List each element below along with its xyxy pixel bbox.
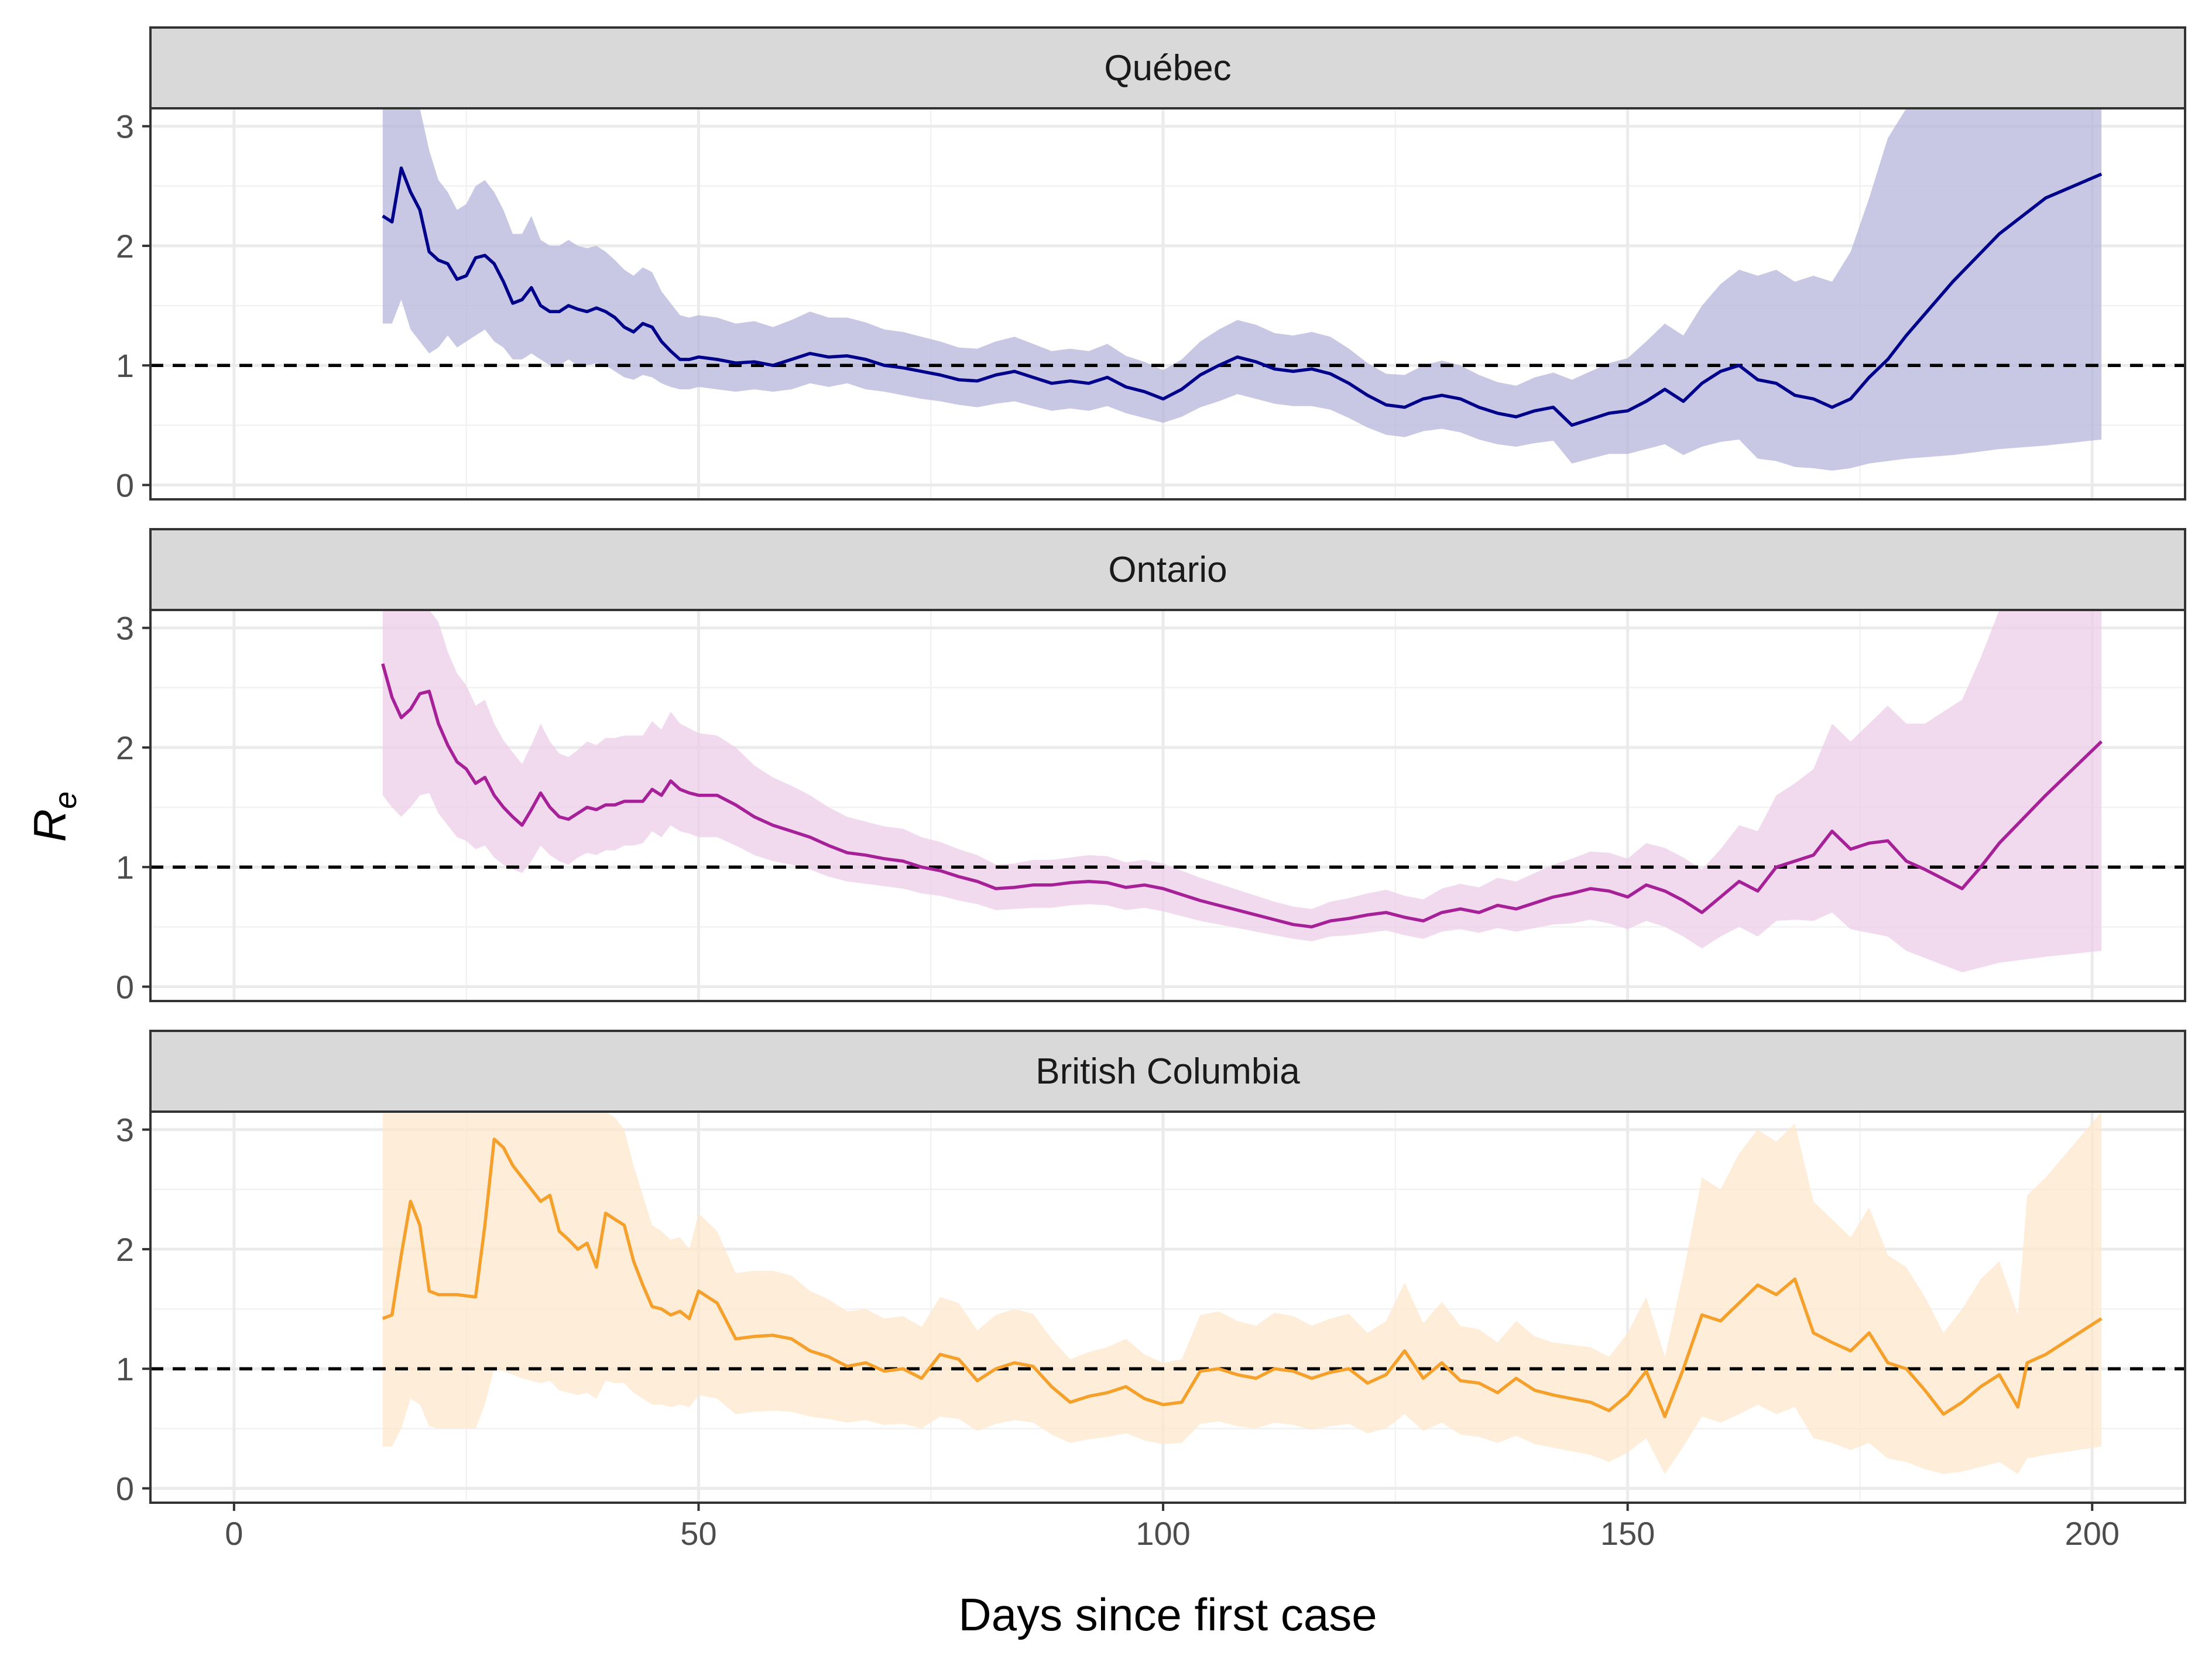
strip-background-1 [149,528,2186,611]
x-axis-title: Days since first case [958,1589,1377,1640]
strip-background-0 [149,26,2186,109]
confidence-band-0 [382,108,2102,471]
x-tick-label-4: 200 [2065,1515,2120,1552]
x-tick-label-2: 100 [1136,1515,1190,1552]
y-tick-label-2-2: 2 [116,1231,134,1268]
series-line-2 [382,1137,2103,1418]
confidence-band-1 [382,610,2102,972]
strip-title-2: British Columbia [1035,1051,1300,1092]
y-tick-label-0-1: 1 [116,347,134,384]
y-tick-label-2-3: 3 [116,1112,134,1149]
y-tick-label-1-3: 3 [116,610,134,647]
strip-background-2 [149,1030,2186,1113]
strip-title-0: Québec [1104,48,1231,88]
y-tick-label-0-3: 3 [116,108,134,145]
panel-0: Québec 0 1 2 3 [116,26,2186,503]
y-tick-label-1-2: 2 [116,729,134,766]
y-tick-label-0-2: 2 [116,228,134,265]
x-axis: 0 50 100 150 200 [225,1503,2120,1552]
y-axis-0: 0 1 2 3 [116,108,150,503]
y-axis-title-subscript: e [48,791,83,809]
x-tick-label-3: 150 [1600,1515,1655,1552]
y-tick-label-2-1: 1 [116,1350,134,1387]
y-tick-label-1-1: 1 [116,849,134,886]
series-line-0 [382,166,2103,427]
x-tick-label-1: 50 [680,1515,716,1552]
y-tick-label-2-0: 0 [116,1470,134,1507]
panel-2: British Columbia 0 1 2 3 [116,1030,2186,1507]
y-axis-2: 0 1 2 3 [116,1112,150,1507]
y-tick-label-1-0: 0 [116,968,134,1005]
y-axis-title-main: R [24,809,76,842]
strip-title-1: Ontario [1108,550,1227,590]
panels-layer: Québec 0 1 2 3 Ontario 0 1 2 3 British Columbia 0 1 2… [116,26,2186,1507]
y-axis-title: Re [24,791,83,842]
panel-1: Ontario 0 1 2 3 [116,528,2186,1005]
y-axis-1: 0 1 2 3 [116,610,150,1005]
confidence-band-2 [382,1112,2102,1474]
series-line-1 [381,663,2103,929]
y-tick-label-0-0: 0 [116,467,134,503]
x-tick-label-0: 0 [225,1515,243,1552]
